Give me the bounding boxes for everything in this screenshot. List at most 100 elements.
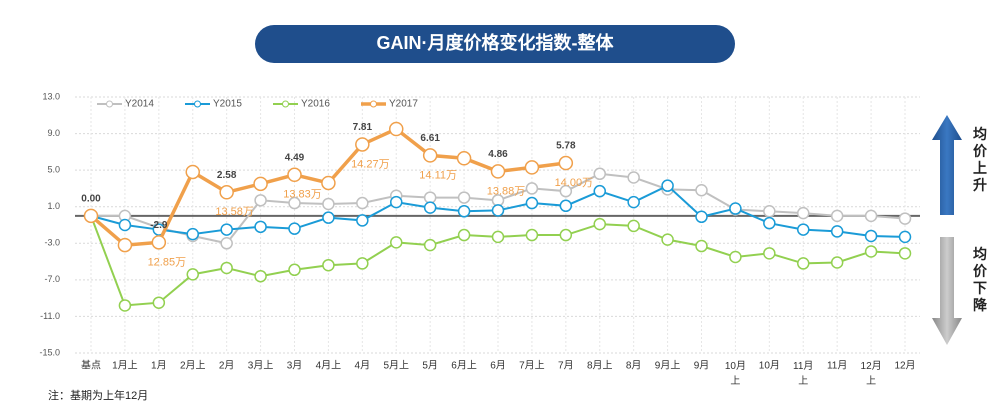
point	[490, 164, 506, 179]
point	[695, 239, 708, 253]
price-label: 13.88万	[487, 185, 526, 197]
point	[253, 176, 268, 192]
value-label: 4.49	[285, 152, 305, 163]
point	[559, 228, 573, 242]
price-label: 13.58万	[215, 206, 254, 218]
up-arrow	[932, 115, 962, 215]
point	[118, 218, 132, 232]
x-tick-label: 5月上	[383, 360, 409, 372]
x-tick-label: 8月	[626, 360, 642, 372]
y-tick-label: 5.0	[47, 165, 60, 175]
x-tick-label: 10月	[759, 360, 780, 372]
point	[559, 199, 573, 213]
point	[288, 222, 301, 235]
point	[423, 201, 437, 214]
down-label: 均价下降	[973, 246, 988, 313]
point	[322, 197, 335, 211]
point	[220, 261, 233, 275]
legend-label: Y2015	[213, 99, 242, 110]
price-label: 14.00万	[555, 177, 594, 189]
legend-label: Y2016	[301, 99, 330, 110]
point	[661, 179, 674, 192]
point	[356, 196, 369, 210]
point	[898, 247, 912, 260]
point	[797, 257, 810, 270]
y-tick-label: 13.0	[42, 91, 60, 101]
point	[695, 210, 708, 224]
x-tick-label: 基点	[81, 359, 101, 372]
point	[423, 238, 437, 252]
point	[524, 160, 540, 175]
point	[457, 205, 471, 218]
x-tick-label: 9月	[694, 360, 710, 372]
x-tick-label: 2月上	[180, 360, 206, 372]
point	[898, 212, 912, 225]
x-tick-label: 4月	[355, 360, 371, 372]
point	[185, 164, 200, 180]
point	[254, 220, 267, 234]
chart-title: GAIN·月度价格变化指数-整体	[377, 32, 615, 53]
title-pill	[255, 25, 735, 63]
legend-marker	[194, 100, 201, 108]
point	[390, 195, 403, 209]
y-tick-label: -7.0	[44, 274, 60, 284]
price-label: 14.11万	[419, 169, 457, 181]
point	[288, 196, 301, 210]
point	[422, 148, 438, 163]
value-label: 0.00	[81, 193, 101, 204]
up-label: 均价上升	[973, 126, 988, 193]
point	[287, 167, 302, 183]
point	[729, 250, 742, 264]
legend-marker	[106, 100, 113, 108]
x-tick-label: 6月	[490, 360, 506, 372]
value-label: 5.78	[556, 141, 576, 152]
price-label: 12.85万	[148, 256, 187, 268]
point	[558, 155, 574, 171]
point	[356, 257, 369, 270]
x-tick-label: 7月上	[519, 360, 545, 372]
point	[220, 223, 233, 236]
point	[898, 230, 912, 244]
point	[457, 228, 471, 242]
point	[83, 208, 99, 224]
x-tick-label: 9月上	[655, 360, 681, 372]
point	[152, 296, 166, 309]
point	[661, 233, 674, 246]
point	[864, 209, 878, 223]
point	[456, 151, 472, 166]
y-tick-label: 9.0	[47, 128, 60, 138]
x-tick-label: 10月上	[725, 360, 746, 387]
legend-label: Y2014	[125, 99, 154, 110]
point	[355, 137, 370, 152]
point	[322, 211, 335, 224]
point	[525, 228, 539, 242]
point	[763, 247, 776, 260]
series	[83, 121, 574, 253]
x-tick-label: 11月上	[793, 360, 813, 387]
point	[593, 167, 606, 181]
point	[491, 230, 505, 244]
point	[117, 237, 133, 253]
point	[186, 268, 199, 281]
point	[457, 191, 471, 204]
point	[525, 196, 539, 210]
x-tick-label: 8月上	[587, 360, 613, 372]
point	[763, 216, 776, 230]
point	[321, 175, 336, 191]
point	[356, 214, 369, 227]
price-label: 14.27万	[351, 158, 390, 170]
point	[118, 299, 132, 312]
x-tick-label: 5月	[422, 360, 438, 372]
value-label: 6.61	[420, 133, 440, 144]
point	[797, 206, 810, 220]
y-tick-label: -3.0	[44, 238, 60, 248]
down-arrow	[932, 237, 962, 345]
x-tick-label: 2月	[219, 360, 235, 372]
point	[627, 195, 640, 209]
point	[729, 202, 742, 215]
point	[390, 236, 403, 249]
value-label: 4.86	[488, 149, 508, 160]
point	[695, 184, 708, 197]
point	[627, 171, 640, 184]
